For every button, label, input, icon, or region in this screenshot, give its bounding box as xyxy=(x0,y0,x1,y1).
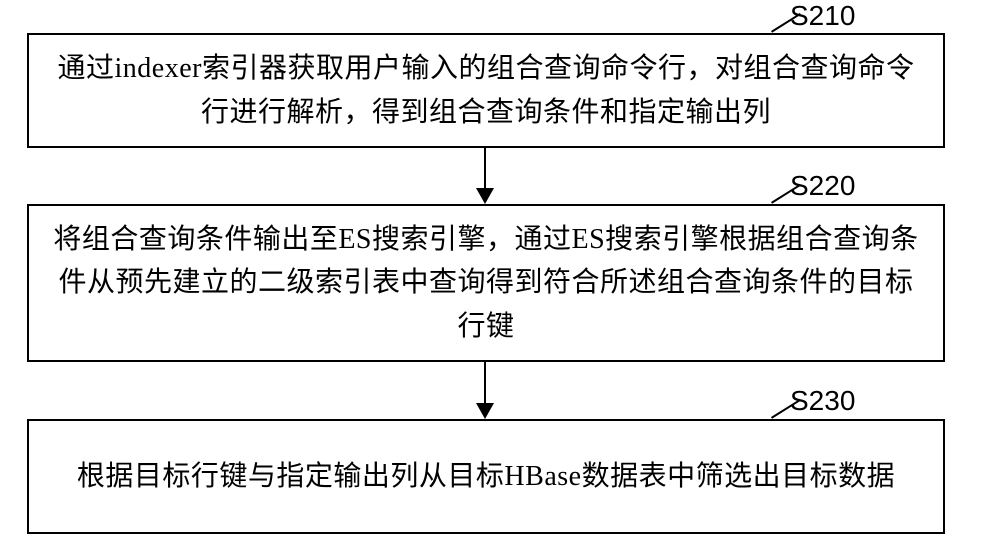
arrow-2-head xyxy=(476,403,494,419)
step-box-s220: 将组合查询条件输出至ES搜索引擎，通过ES搜索引擎根据组合查询条件从预先建立的二… xyxy=(27,204,945,362)
flowchart-container: S210 通过indexer索引器获取用户输入的组合查询命令行，对组合查询命令行… xyxy=(0,0,1000,551)
arrow-1-shaft xyxy=(484,148,486,188)
step-box-s210: 通过indexer索引器获取用户输入的组合查询命令行，对组合查询命令行进行解析，… xyxy=(27,33,945,148)
step-label-s210: S210 xyxy=(790,0,855,32)
step-text: 通过indexer索引器获取用户输入的组合查询命令行，对组合查询命令行进行解析，… xyxy=(47,47,925,134)
step-text: 根据目标行键与指定输出列从目标HBase数据表中筛选出目标数据 xyxy=(77,455,895,498)
arrow-2-shaft xyxy=(484,362,486,403)
label-text: S210 xyxy=(790,0,855,31)
arrow-1-head xyxy=(476,188,494,204)
step-text: 将组合查询条件输出至ES搜索引擎，通过ES搜索引擎根据组合查询条件从预先建立的二… xyxy=(47,218,925,348)
step-box-s230: 根据目标行键与指定输出列从目标HBase数据表中筛选出目标数据 xyxy=(27,419,945,534)
